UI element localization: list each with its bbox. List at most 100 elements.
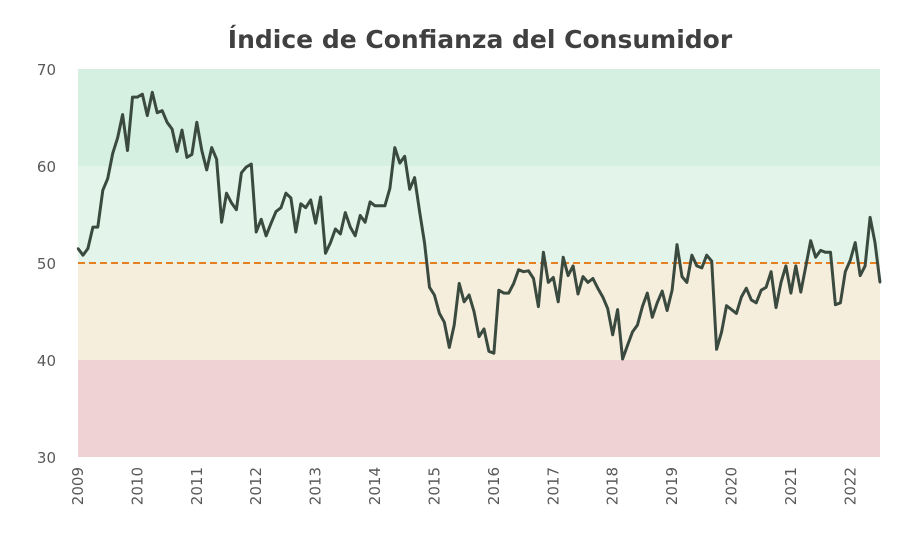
data-point <box>200 149 203 152</box>
data-point <box>141 93 144 96</box>
data-point <box>834 303 837 306</box>
data-point <box>329 241 332 244</box>
data-point <box>250 162 253 166</box>
data-point <box>755 301 758 304</box>
data-point <box>690 254 694 257</box>
data-point <box>165 121 169 124</box>
data-point <box>665 309 669 312</box>
data-point <box>170 127 174 131</box>
data-point <box>631 330 634 334</box>
data-point <box>779 281 783 284</box>
data-point <box>215 158 218 161</box>
data-point <box>527 269 530 272</box>
data-point <box>393 146 396 149</box>
data-point <box>467 293 471 297</box>
data-point <box>448 346 451 349</box>
data-point <box>354 234 357 237</box>
x-tick-label: 2016 <box>485 467 503 505</box>
x-axis: 2009 2010 2011 2012 2013 2014 2015 2016 2017 2018… <box>69 467 859 505</box>
data-point <box>492 352 496 355</box>
data-point <box>656 301 659 304</box>
data-point <box>497 289 500 292</box>
band-60-70 <box>78 69 880 166</box>
data-point <box>710 259 713 263</box>
data-point <box>789 291 793 295</box>
data-point <box>740 295 743 299</box>
y-tick-label: 40 <box>37 352 56 370</box>
data-point <box>388 187 392 190</box>
data-point <box>616 308 619 311</box>
data-point <box>126 149 129 152</box>
data-point <box>636 323 639 327</box>
data-point <box>764 286 768 289</box>
data-point <box>136 95 139 99</box>
data-point <box>571 264 575 268</box>
data-point <box>299 202 302 205</box>
data-point <box>507 291 510 295</box>
data-point <box>190 153 194 156</box>
x-tick-label: 2010 <box>128 467 146 505</box>
data-point <box>260 218 263 221</box>
data-point <box>453 323 456 327</box>
data-point <box>220 221 223 224</box>
data-point <box>245 165 248 169</box>
data-point <box>279 206 283 209</box>
data-point <box>606 307 609 310</box>
data-point <box>240 171 243 174</box>
data-point <box>423 241 426 244</box>
data-point <box>368 200 372 204</box>
data-point <box>205 168 208 172</box>
data-point <box>175 150 179 153</box>
data-point <box>398 161 401 165</box>
data-point <box>774 306 778 309</box>
data-point <box>804 265 807 269</box>
data-point <box>482 327 486 331</box>
data-point <box>255 230 258 234</box>
data-point <box>685 281 689 284</box>
data-point <box>873 241 877 244</box>
data-point <box>794 264 797 268</box>
data-point <box>185 156 189 159</box>
data-point <box>195 121 198 124</box>
y-axis: 30 40 50 60 70 <box>37 61 56 467</box>
data-point <box>661 289 664 293</box>
data-point <box>725 304 728 307</box>
data-point <box>641 305 644 308</box>
data-point <box>769 270 773 273</box>
data-point <box>581 275 585 278</box>
x-tick-label: 2018 <box>604 467 622 505</box>
data-point <box>458 282 461 285</box>
data-point <box>502 291 505 295</box>
x-tick-label: 2017 <box>544 467 562 505</box>
data-point <box>760 289 763 292</box>
data-point <box>339 232 342 236</box>
x-tick-label: 2014 <box>366 467 384 505</box>
data-point <box>735 312 738 315</box>
y-tick-label: 50 <box>37 255 56 273</box>
data-point <box>76 247 80 250</box>
data-point <box>111 152 114 155</box>
x-tick-label: 2013 <box>307 467 325 505</box>
data-point <box>289 196 293 200</box>
data-point <box>428 286 431 289</box>
data-point <box>730 308 733 311</box>
data-point <box>121 113 124 116</box>
data-point <box>591 277 595 280</box>
data-point <box>750 298 753 302</box>
data-point <box>443 321 446 324</box>
x-tick-label: 2009 <box>69 467 87 505</box>
data-point <box>319 195 322 199</box>
data-point <box>626 344 629 347</box>
data-point <box>225 192 228 195</box>
data-point <box>824 251 827 254</box>
data-point <box>284 192 288 195</box>
data-points <box>76 91 882 361</box>
data-point <box>363 221 367 224</box>
data-point <box>101 189 105 192</box>
data-point <box>586 281 590 284</box>
data-point <box>408 188 411 191</box>
data-point <box>96 225 100 229</box>
data-point <box>552 276 555 279</box>
data-point <box>705 254 708 257</box>
data-point <box>621 357 624 361</box>
